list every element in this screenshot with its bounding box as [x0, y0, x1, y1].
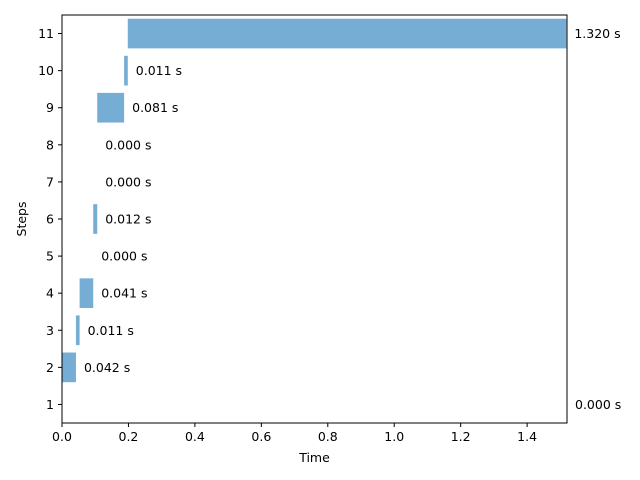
bar-step-2: [62, 352, 76, 383]
y-tick-label: 11: [38, 26, 54, 41]
x-tick-label: 1.2: [451, 429, 471, 444]
y-tick-label: 1: [46, 397, 54, 412]
bar-step-3: [75, 315, 80, 346]
x-tick-label: 0.4: [185, 429, 205, 444]
y-tick-label: 5: [46, 249, 54, 264]
y-tick-label: 9: [46, 100, 54, 115]
x-axis-ticks: 0.0 0.2 0.4 0.6 0.8 1.0 1.2 1.4: [52, 423, 537, 444]
data-label-step-3: 0.011 s: [88, 323, 134, 338]
data-label-step-6: 0.012 s: [105, 212, 151, 227]
data-label-step-8: 0.000 s: [105, 137, 151, 152]
data-label-step-7: 0.000 s: [105, 174, 151, 189]
y-tick-label: 7: [46, 174, 54, 189]
bar-step-4: [79, 278, 94, 309]
bar-step-10: [124, 55, 128, 86]
y-axis-ticks: 1 2 3 4 5 6 7 8 9 10 11: [38, 26, 62, 412]
x-tick-label: 0.0: [52, 429, 72, 444]
x-tick-label: 1.0: [384, 429, 404, 444]
data-label-step-11: 1.320 s: [574, 26, 620, 41]
data-label-step-2: 0.042 s: [84, 360, 130, 375]
bar-step-9: [97, 92, 125, 123]
x-tick-label: 1.4: [517, 429, 537, 444]
y-tick-label: 4: [46, 286, 54, 301]
y-tick-label: 6: [46, 212, 54, 227]
x-tick-label: 0.8: [318, 429, 338, 444]
x-tick-label: 0.2: [119, 429, 139, 444]
data-label-step-4: 0.041 s: [101, 286, 147, 301]
y-tick-label: 3: [46, 323, 54, 338]
x-axis-label: Time: [298, 450, 330, 465]
y-tick-label: 8: [46, 137, 54, 152]
data-label-step-9: 0.081 s: [132, 100, 178, 115]
data-label-step-1: 0.000 s: [575, 397, 621, 412]
y-tick-label: 2: [46, 360, 54, 375]
y-tick-label: 10: [38, 63, 54, 78]
data-labels-group: 0.000 s 0.042 s 0.011 s 0.041 s 0.000 s 0.012…: [84, 26, 621, 412]
data-label-step-10: 0.011 s: [136, 63, 182, 78]
x-tick-label: 0.6: [251, 429, 271, 444]
y-axis-label: Steps: [14, 202, 29, 237]
bar-step-11: [127, 18, 567, 49]
bar-step-6: [93, 204, 98, 234]
bars-group: [62, 18, 567, 383]
data-label-step-5: 0.000 s: [101, 249, 147, 264]
